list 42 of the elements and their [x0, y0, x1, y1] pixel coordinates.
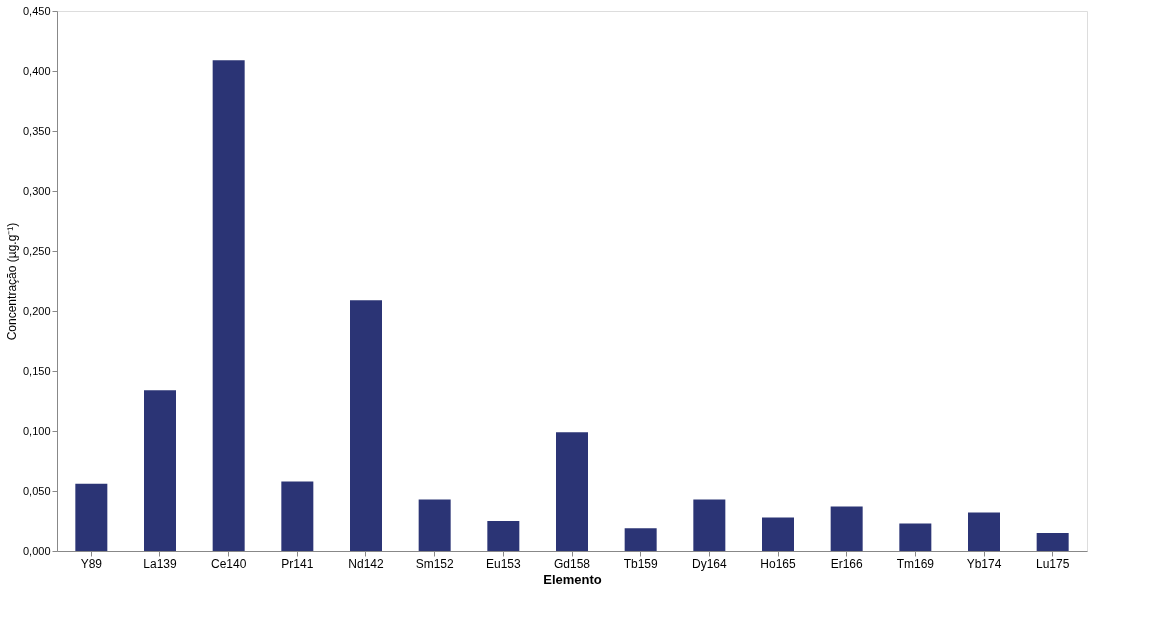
bar: [556, 432, 588, 551]
x-axis-title: Elemento: [543, 571, 602, 587]
y-tick-label: 0,100: [22, 424, 51, 437]
y-tick-label: 0,400: [22, 64, 51, 77]
bar: [350, 300, 382, 551]
x-tick-label: Gd158: [553, 556, 591, 571]
x-tick-label: Dy164: [691, 556, 727, 571]
x-tick-label: Nd142: [348, 556, 384, 571]
y-tick-label: 0,200: [22, 304, 51, 317]
x-tick-label: Pr141: [281, 556, 314, 571]
bar: [281, 481, 314, 551]
bar: [624, 528, 657, 551]
bar: [693, 499, 726, 551]
bar: [144, 390, 176, 551]
x-tick-label: Ce140: [210, 556, 247, 571]
x-tick-label: Ho165: [760, 556, 796, 571]
y-axis-title: Concentração (µg.g⁻¹): [4, 222, 19, 341]
x-tick-label: Tm169: [896, 556, 935, 571]
bar: [75, 483, 108, 551]
y-tick-label: 0,300: [22, 184, 51, 197]
bar: [762, 517, 794, 551]
bar: [212, 60, 245, 551]
x-tick-label: Sm152: [415, 556, 454, 571]
y-tick-label: 0,050: [22, 484, 51, 497]
x-tick-label: Y89: [80, 556, 103, 571]
y-tick-label: 0,350: [22, 124, 51, 137]
y-tick-label: 0,000: [22, 544, 51, 557]
bar: [830, 506, 863, 551]
bar: [899, 523, 932, 551]
y-tick-label: 0,450: [22, 4, 51, 17]
x-tick-label: Yb174: [966, 556, 1002, 571]
x-tick-label: Er166: [830, 556, 863, 571]
bar: [418, 499, 451, 551]
bar: [1036, 533, 1069, 551]
y-tick-label: 0,150: [22, 364, 51, 377]
bar: [968, 512, 1000, 551]
x-tick-label: La139: [143, 556, 178, 571]
bar: [487, 521, 520, 551]
x-tick-label: Lu175: [1035, 556, 1070, 571]
y-tick-label: 0,250: [22, 244, 51, 257]
x-tick-label: Eu153: [485, 556, 522, 571]
x-tick-label: Tb159: [623, 556, 658, 571]
